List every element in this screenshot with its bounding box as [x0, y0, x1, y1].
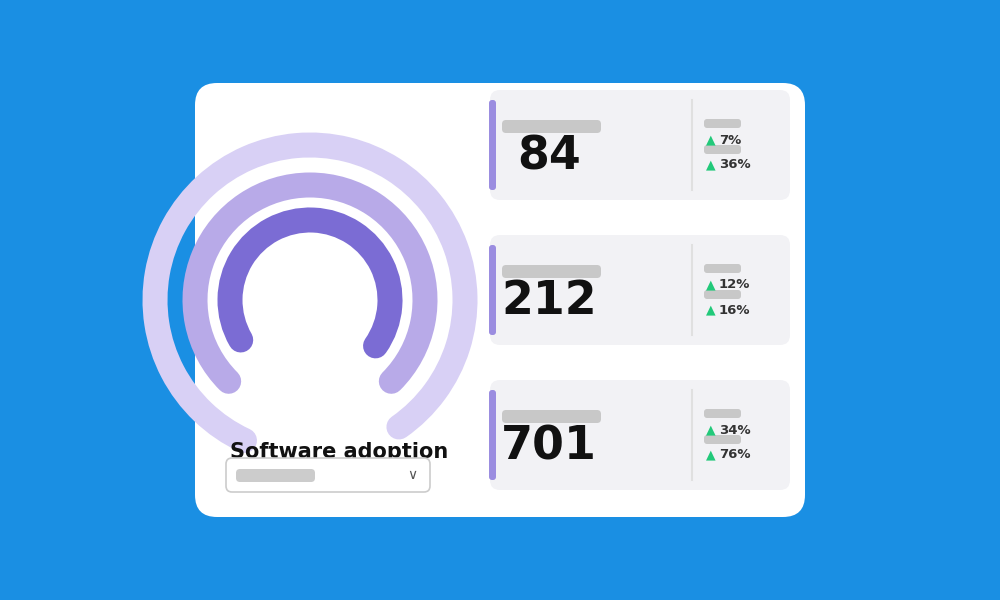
FancyBboxPatch shape [489, 100, 496, 190]
Text: 16%: 16% [719, 304, 750, 317]
FancyBboxPatch shape [704, 119, 741, 128]
FancyBboxPatch shape [502, 265, 601, 278]
FancyBboxPatch shape [489, 245, 496, 335]
Text: 84: 84 [517, 134, 581, 179]
Text: 34%: 34% [719, 424, 751, 437]
Text: ▲: ▲ [706, 278, 716, 292]
FancyBboxPatch shape [490, 380, 790, 490]
Text: 701: 701 [501, 425, 597, 469]
Text: ▲: ▲ [706, 449, 716, 461]
Text: ▲: ▲ [706, 133, 716, 146]
FancyBboxPatch shape [195, 83, 805, 517]
Text: 7%: 7% [719, 133, 741, 146]
FancyBboxPatch shape [489, 390, 496, 480]
FancyBboxPatch shape [502, 120, 601, 133]
Text: ▲: ▲ [706, 304, 716, 317]
FancyBboxPatch shape [704, 435, 741, 444]
Text: ▲: ▲ [706, 424, 716, 437]
FancyBboxPatch shape [226, 458, 430, 492]
FancyBboxPatch shape [704, 145, 741, 154]
FancyBboxPatch shape [236, 469, 315, 482]
FancyBboxPatch shape [490, 235, 790, 345]
FancyBboxPatch shape [490, 90, 790, 200]
FancyBboxPatch shape [704, 409, 741, 418]
Text: ▲: ▲ [706, 158, 716, 172]
FancyBboxPatch shape [704, 264, 741, 273]
Text: 36%: 36% [719, 158, 751, 172]
Text: 76%: 76% [719, 449, 750, 461]
Text: 12%: 12% [719, 278, 750, 292]
Text: 212: 212 [501, 280, 597, 325]
Text: ∨: ∨ [407, 468, 417, 482]
Text: Software adoption: Software adoption [230, 442, 448, 462]
FancyBboxPatch shape [704, 290, 741, 299]
FancyBboxPatch shape [502, 410, 601, 423]
